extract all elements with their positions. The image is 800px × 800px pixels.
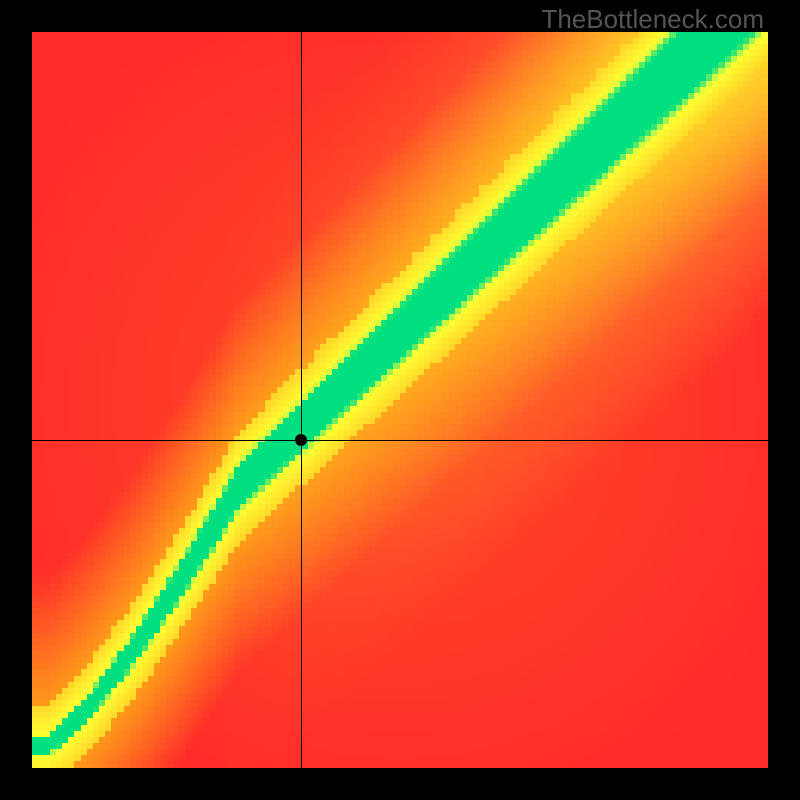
chart-outer: TheBottleneck.com <box>0 0 800 800</box>
crosshair-horizontal <box>32 440 768 441</box>
watermark-text: TheBottleneck.com <box>541 4 764 35</box>
crosshair-vertical <box>301 32 302 768</box>
heatmap-canvas <box>32 32 768 768</box>
data-point <box>295 434 307 446</box>
